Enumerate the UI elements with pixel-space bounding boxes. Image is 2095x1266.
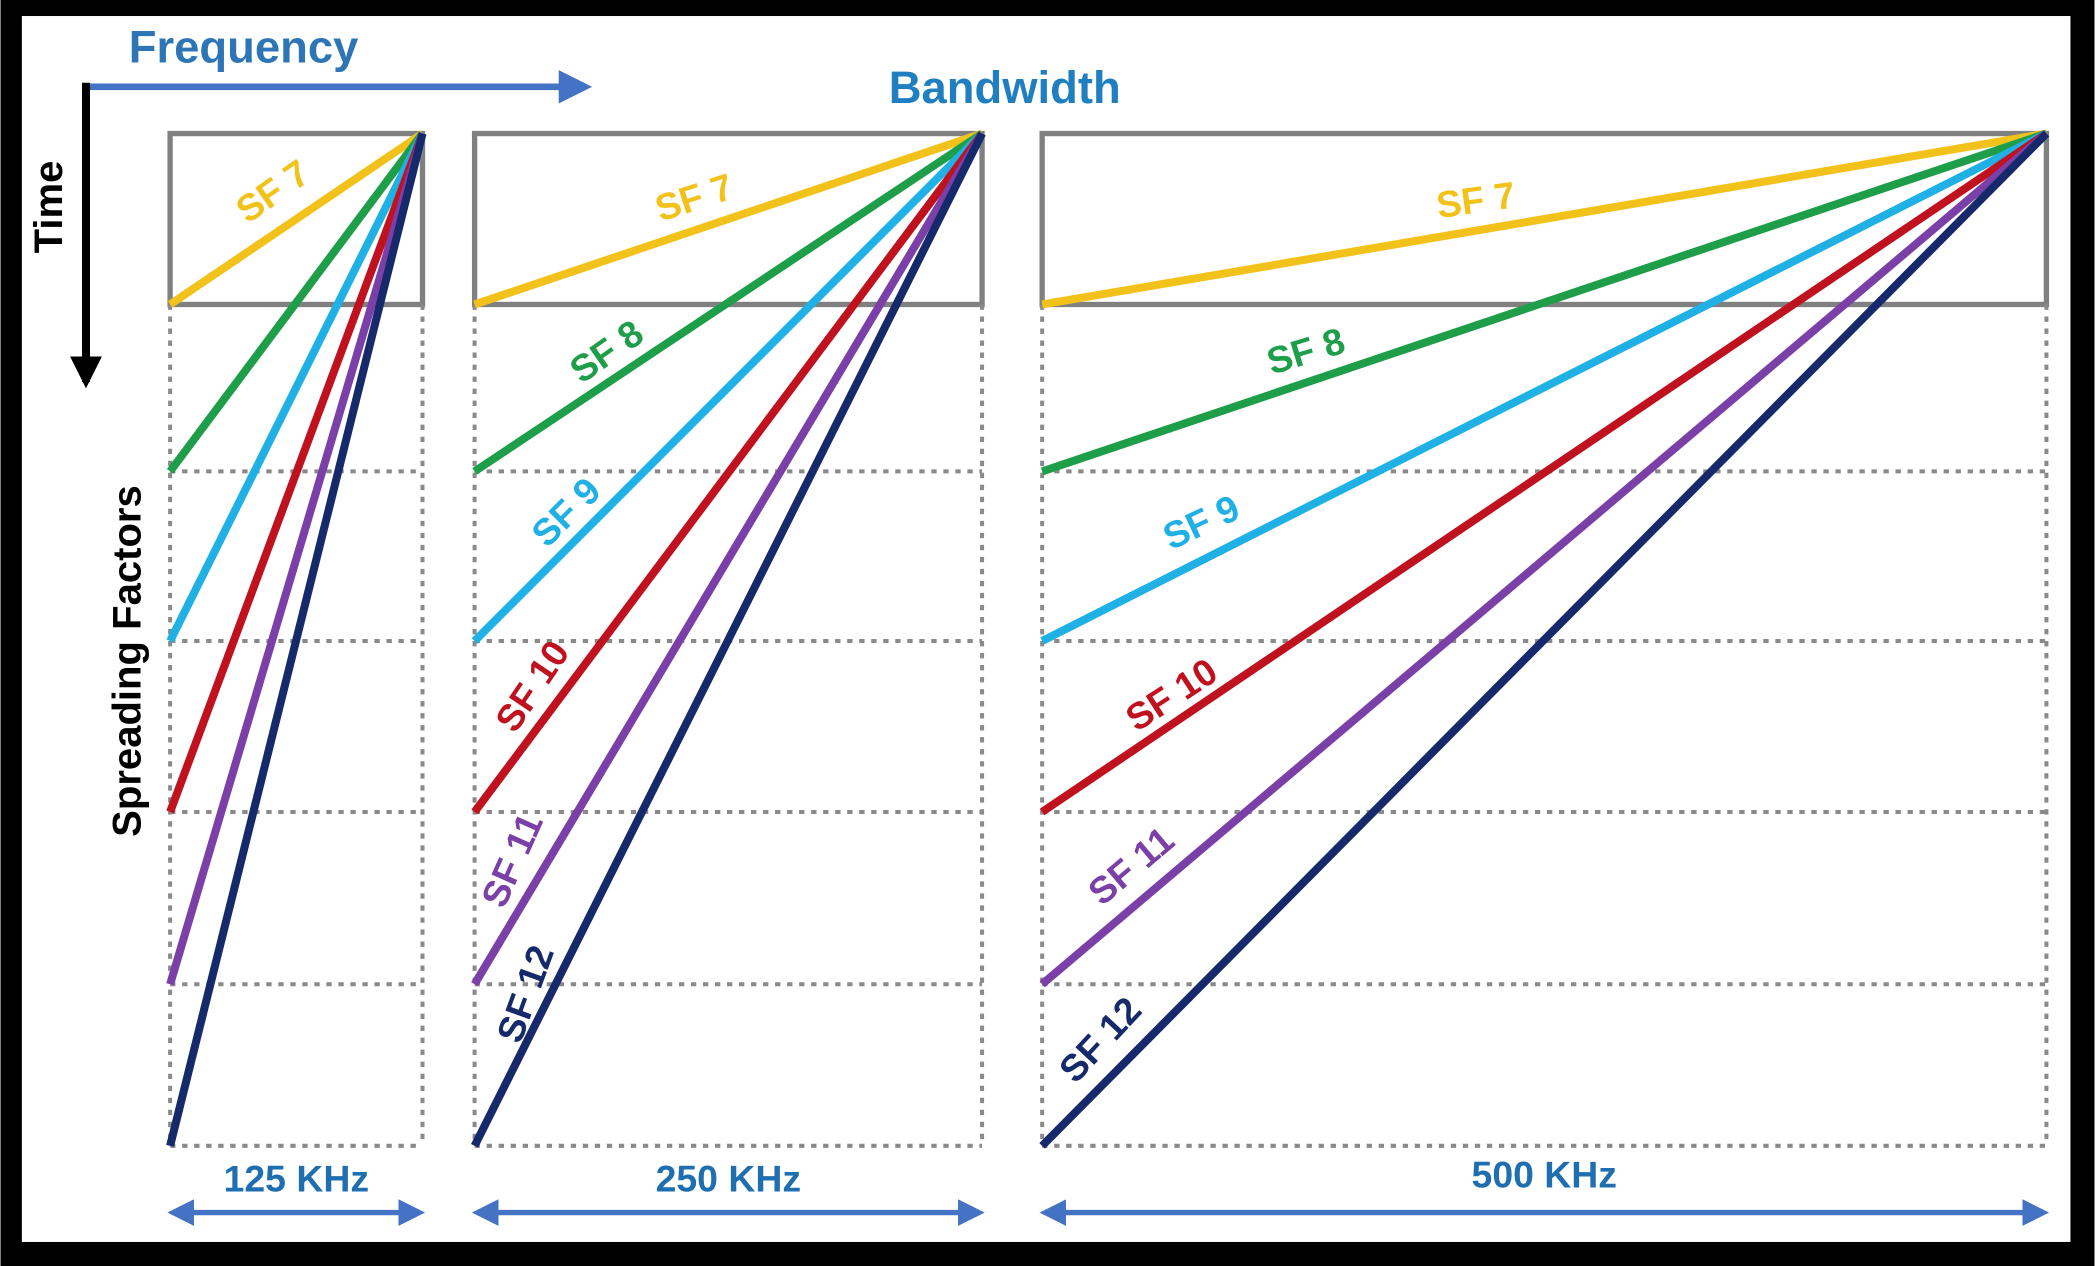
chirp-line: [1040, 129, 2048, 476]
chirp-line: [166, 132, 427, 986]
time-label: Time: [27, 161, 71, 254]
chirp-line: [472, 130, 985, 475]
chirp-line: [166, 131, 426, 474]
chirp-line: [167, 130, 425, 308]
bandwidth-label: 500 KHz: [1472, 1154, 1617, 1196]
chirp-line: [166, 132, 427, 1147]
chirp-line: [473, 129, 984, 309]
chirp-line: [1039, 130, 2050, 988]
frequency-label: Frequency: [129, 22, 359, 73]
chirp-line: [471, 131, 986, 987]
spreading-factors-label: Spreading Factors: [106, 485, 150, 837]
chirp-line: [166, 132, 427, 814]
chirp-line: [471, 131, 986, 815]
chirp-line: [1040, 129, 2049, 645]
chirp-line: [471, 131, 986, 1148]
chirp-line: [1039, 130, 2050, 1149]
canvas: [21, 16, 2071, 1242]
chirp-line: [471, 130, 985, 644]
bandwidth-label: 250 KHz: [656, 1158, 801, 1200]
chirp-line: [166, 131, 427, 643]
bandwidth-title: Bandwidth: [889, 62, 1121, 113]
chirp-line: [1041, 129, 2048, 309]
bandwidth-label: 125 KHz: [224, 1158, 369, 1200]
chirp-line: [1039, 130, 2049, 816]
